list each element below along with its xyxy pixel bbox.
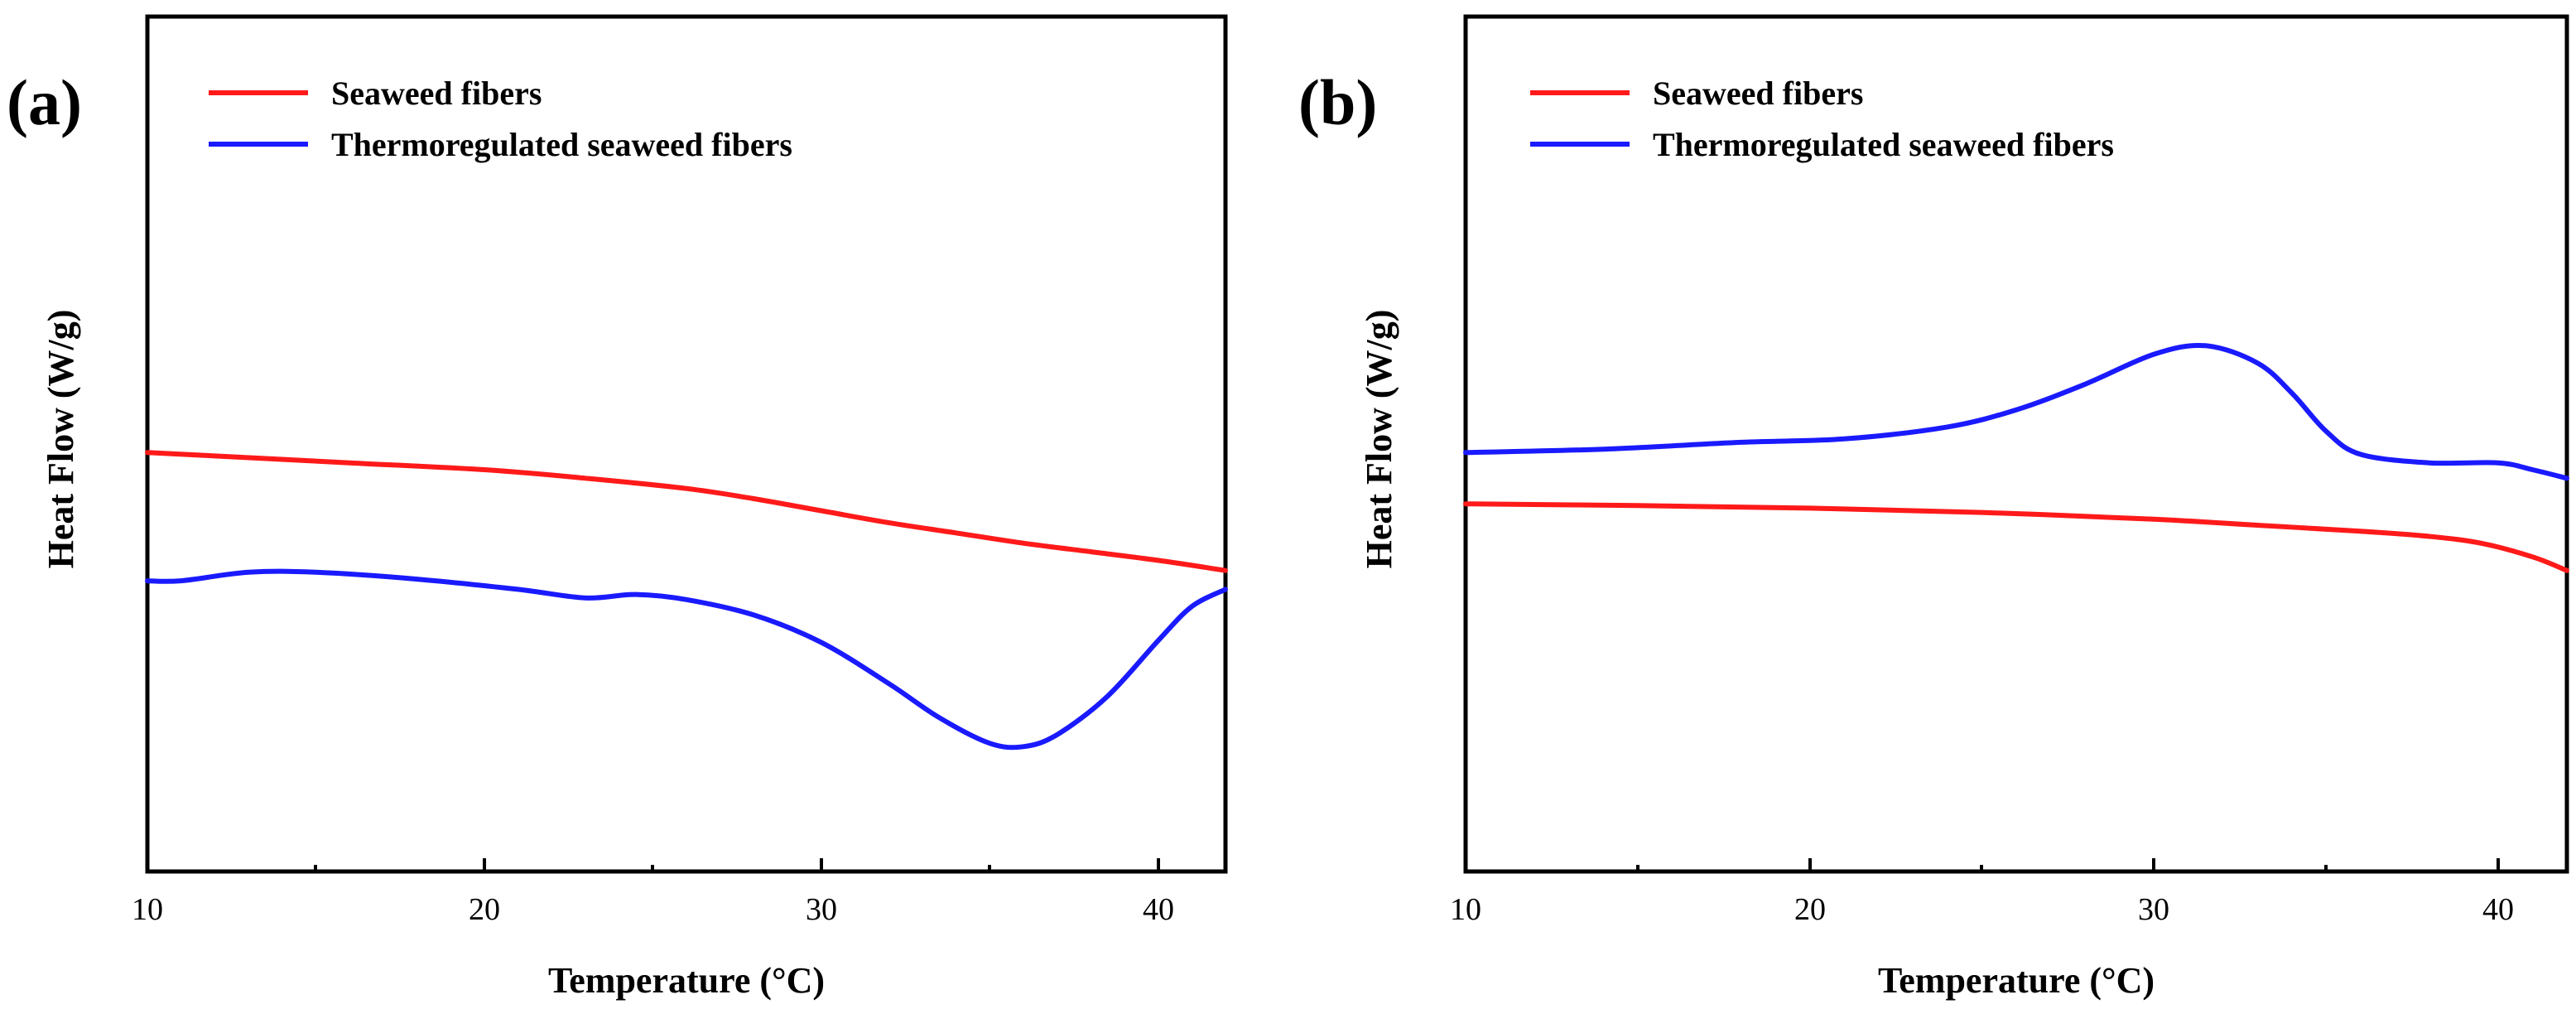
panel-b-xtick-label-10: 10 <box>1450 892 1481 927</box>
panel-a-legend-label-seaweed: Seaweed fibers <box>331 75 542 112</box>
panel-a: (a) Seaweed fibers Thermoregulated seawe… <box>7 14 1228 1001</box>
panel-b-xtick-label-20: 20 <box>1794 892 1826 927</box>
panel-b-xtick-label-30: 30 <box>2138 892 2169 927</box>
panel-b: (b) Seaweed fibers Thermoregulated seawe… <box>1298 14 2569 1001</box>
panel-a-xtick-label-30: 30 <box>806 892 837 927</box>
panel-a-plot-frame <box>145 14 1228 874</box>
panel-a-label: (a) <box>7 66 82 138</box>
panel-b-plot-frame <box>1463 14 2569 874</box>
panel-b-xtick-label-40: 40 <box>2482 892 2514 927</box>
panel-b-series-thermoregulated-line <box>1463 342 2569 481</box>
panel-b-x-axis-title: Temperature (°C) <box>1878 960 2155 1001</box>
panel-a-series-seaweed-line <box>145 450 1228 573</box>
panel-b-label: (b) <box>1298 66 1377 138</box>
panel-a-xtick-label-20: 20 <box>469 892 500 927</box>
panel-b-y-axis-title: Heat Flow (W/g) <box>1359 310 1399 569</box>
panel-b-legend-label-thermoregulated: Thermoregulated seaweed fibers <box>1653 126 2114 163</box>
panel-b-legend-label-seaweed: Seaweed fibers <box>1653 75 1863 112</box>
panel-a-series-thermoregulated-line <box>145 568 1228 751</box>
panel-a-legend-label-thermoregulated: Thermoregulated seaweed fibers <box>331 126 792 163</box>
panel-b-series-seaweed-line <box>1463 501 2569 573</box>
panel-a-xtick-label-40: 40 <box>1143 892 1174 927</box>
panel-a-x-axis-title: Temperature (°C) <box>548 960 825 1001</box>
panel-a-xtick-label-10: 10 <box>132 892 163 927</box>
panel-a-y-axis-title: Heat Flow (W/g) <box>41 310 81 569</box>
